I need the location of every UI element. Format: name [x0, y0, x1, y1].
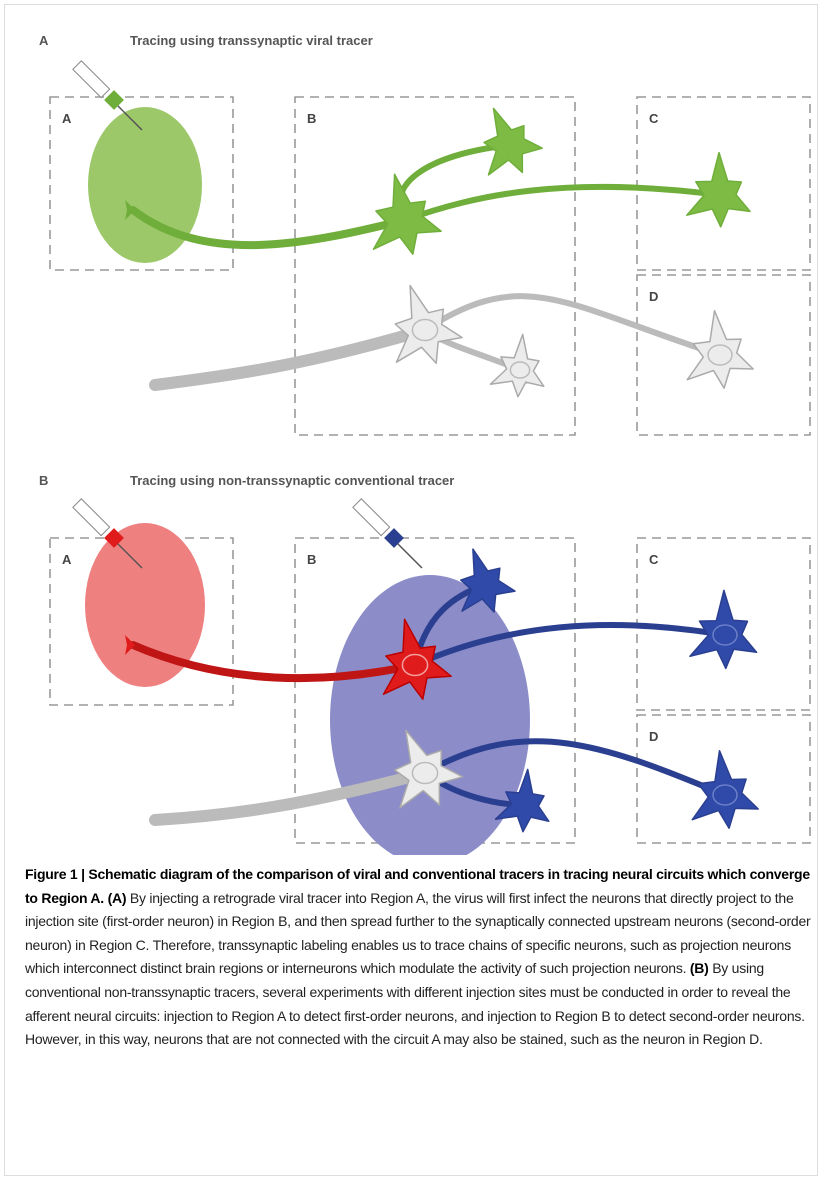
neuron — [686, 309, 754, 389]
nucleus — [707, 344, 733, 366]
neuron — [394, 284, 463, 365]
needle — [116, 104, 143, 131]
caption: Figure 1 | Schematic diagram of the comp… — [25, 863, 815, 1052]
neuron — [691, 749, 759, 829]
diagram: A Tracing using transsynaptic viral trac… — [39, 33, 811, 855]
panel-letter: A — [39, 33, 49, 48]
neuron — [494, 768, 550, 833]
region-label: C — [649, 552, 659, 567]
panel-title: Tracing using non-transsynaptic conventi… — [130, 473, 454, 488]
needle — [396, 542, 423, 569]
panel-letter: B — [39, 473, 48, 488]
nucleus — [411, 761, 439, 785]
nucleus — [401, 653, 429, 677]
syringe-barrel — [72, 60, 111, 99]
figure: A Tracing using transsynaptic viral trac… — [4, 4, 818, 1176]
region-box — [636, 96, 811, 271]
axon — [402, 183, 723, 223]
neuron — [686, 151, 751, 228]
nucleus — [509, 361, 531, 379]
axon — [149, 767, 431, 826]
caption-label: (A) — [107, 889, 127, 906]
panel-title: Tracing using transsynaptic viral tracer — [130, 33, 373, 48]
region-label: B — [307, 552, 316, 567]
region-box — [636, 274, 811, 436]
nucleus — [712, 784, 738, 806]
syringe-tip — [104, 90, 124, 110]
region-box — [294, 96, 576, 436]
needle — [116, 542, 143, 569]
neuron — [382, 618, 452, 700]
nucleus — [712, 624, 738, 646]
syringe-barrel — [72, 498, 111, 537]
neuron — [372, 173, 442, 255]
caption-label: (B) — [689, 960, 709, 977]
terminal — [125, 200, 135, 220]
region-label: B — [307, 111, 316, 126]
neuron — [460, 548, 516, 613]
axon — [422, 738, 728, 798]
region-label: A — [62, 111, 72, 126]
axon — [129, 206, 409, 250]
region-label: D — [649, 729, 658, 744]
region-box — [49, 96, 234, 271]
axon — [129, 641, 419, 683]
syringe-tip — [384, 528, 404, 548]
nucleus — [411, 318, 439, 342]
caption-text: By injecting a retrograde viral tracer i… — [25, 889, 811, 977]
axon — [412, 622, 728, 668]
neuron — [393, 729, 464, 809]
syringe-barrel — [352, 498, 391, 537]
neuron — [689, 589, 758, 670]
region-label: A — [62, 552, 72, 567]
neuron — [483, 107, 543, 176]
axon — [149, 324, 431, 391]
neuron — [489, 333, 545, 398]
caption-text: By using conventional non-transsynaptic … — [25, 960, 805, 1048]
injection-area — [330, 575, 530, 855]
region-label: D — [649, 289, 658, 304]
terminal — [125, 635, 135, 655]
region-label: C — [649, 111, 659, 126]
caption-title: Figure 1 | Schematic diagram of the comp… — [25, 866, 810, 906]
injection-area — [88, 107, 202, 263]
axon — [422, 293, 723, 358]
injection-area — [85, 523, 205, 687]
